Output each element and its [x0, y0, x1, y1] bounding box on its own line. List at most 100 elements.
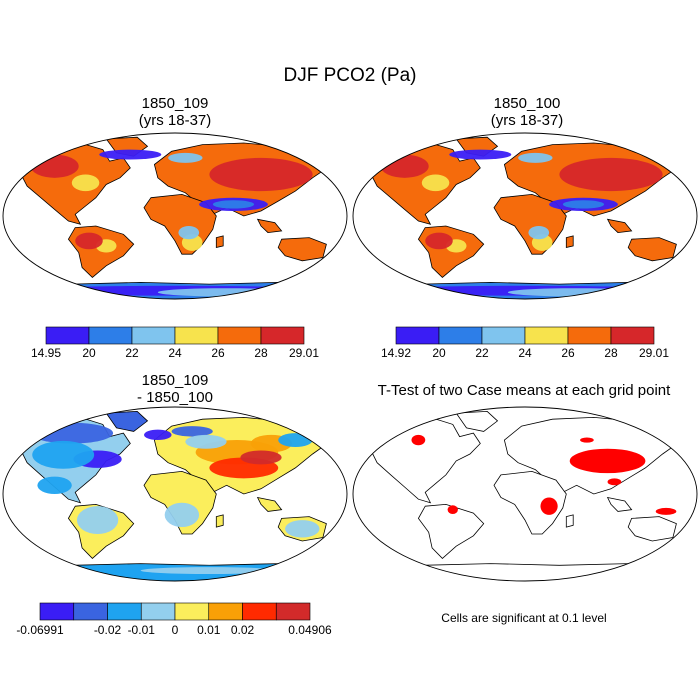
land-seasia	[256, 496, 283, 512]
field-patch	[212, 200, 255, 209]
map-panel-1	[3, 133, 347, 299]
colorbar-label: 14.95	[31, 346, 61, 360]
field-patch	[425, 232, 453, 250]
field-patch	[37, 476, 72, 494]
field-patch	[76, 506, 119, 535]
field-patch	[171, 426, 213, 437]
significant-cell	[411, 434, 426, 446]
colorbar-swatch	[524, 326, 569, 345]
land-greenland	[455, 410, 499, 432]
colorbar-label: 22	[475, 346, 489, 360]
land-samerica	[417, 503, 485, 559]
colorbar-label: -0.02	[94, 623, 122, 637]
field-patch	[421, 174, 450, 192]
significant-cell	[540, 497, 558, 515]
significant-cell	[655, 507, 677, 515]
colorbar-label: -0.01	[128, 623, 156, 637]
map-border	[352, 406, 698, 582]
colorbar-swatch	[88, 326, 133, 345]
panel3-subtitle: - 1850_100	[137, 389, 213, 406]
field-patch	[528, 225, 550, 240]
map-border	[2, 132, 348, 300]
land-antarctica	[356, 563, 694, 581]
figure-title: DJF PCO2 (Pa)	[283, 65, 417, 86]
significant-cell	[447, 505, 458, 515]
map-border	[352, 132, 698, 300]
land-australia	[627, 237, 677, 262]
colorbar-label: 28	[254, 346, 268, 360]
colorbar-label: 29.01	[289, 346, 319, 360]
colorbar-swatch	[131, 326, 176, 345]
map-panel-4	[353, 407, 697, 581]
colorbar-swatch	[174, 602, 210, 621]
colorbar-swatch	[242, 602, 277, 621]
land-madagascar	[215, 235, 224, 249]
panel3-title: 1850_109	[141, 372, 209, 389]
field-patch	[140, 567, 279, 575]
colorbar-swatch	[45, 326, 90, 345]
colorbar-1: 14.95 20 22 24 26 28 29.01	[31, 326, 319, 360]
field-patch	[32, 440, 95, 469]
colorbar-label: 28	[604, 346, 618, 360]
field-patch	[278, 433, 313, 448]
land-madagascar	[565, 514, 574, 528]
panel2-title: 1850_100	[493, 95, 561, 112]
colorbar-swatch	[73, 602, 108, 621]
colorbar-swatch	[260, 326, 305, 345]
colorbar-label: 20	[432, 346, 446, 360]
colorbar-label: -0.06991	[16, 623, 64, 637]
colorbar-3: -0.06991 -0.02 -0.01 0 0.01 0.02 0.04906	[16, 602, 332, 637]
field-patch	[449, 149, 512, 160]
land-greenland	[105, 410, 149, 432]
panel4-title: T-Test of two Case means at each grid po…	[377, 382, 671, 399]
colorbar-swatch	[610, 326, 655, 345]
colorbar-swatch	[140, 602, 176, 621]
significant-cell	[358, 455, 366, 460]
significant-cell	[569, 448, 646, 474]
panel2-subtitle: (yrs 18-37)	[490, 112, 564, 129]
field-patch	[30, 422, 114, 444]
colorbar-label: 26	[211, 346, 225, 360]
map-panel-3	[3, 407, 347, 581]
land-africa	[493, 470, 567, 535]
field-patch	[285, 520, 320, 538]
colorbar-label: 26	[561, 346, 575, 360]
field-patch	[559, 157, 663, 192]
significant-cell	[607, 478, 622, 486]
land-seasia	[606, 218, 633, 234]
colorbar-swatch	[481, 326, 526, 345]
significant-cell	[580, 437, 594, 443]
field-patch	[178, 225, 200, 240]
land-seasia	[256, 218, 283, 234]
colorbar-swatch	[438, 326, 483, 345]
field-patch	[164, 502, 200, 528]
colorbar-label: 24	[518, 346, 532, 360]
colorbar-swatch	[208, 602, 243, 621]
map-border	[2, 406, 348, 582]
colorbar-label: 22	[125, 346, 139, 360]
panel4-note: Cells are significant at 0.1 level	[441, 611, 607, 625]
colorbar-2: 14.92 20 22 24 26 28 29.01	[381, 326, 669, 360]
colorbar-swatch	[39, 602, 75, 621]
colorbar-swatch	[217, 326, 262, 345]
colorbar-swatch	[275, 602, 311, 621]
land-seasia	[606, 496, 633, 512]
colorbar-label: 29.01	[639, 346, 669, 360]
field-patch	[71, 174, 100, 192]
field-patch	[75, 232, 103, 250]
colorbar-label: 20	[82, 346, 96, 360]
map-panel-2	[353, 133, 697, 299]
colorbar-swatch	[395, 326, 440, 345]
field-patch	[168, 152, 203, 163]
field-patch	[99, 149, 162, 160]
colorbar-swatch	[107, 602, 142, 621]
colorbar-label: 0.01	[197, 623, 221, 637]
land-australia	[627, 516, 677, 542]
colorbar-swatch	[567, 326, 612, 345]
land-australia	[277, 237, 327, 262]
field-patch	[240, 450, 282, 465]
panel1-title: 1850_109	[141, 95, 209, 112]
colorbar-label: 14.92	[381, 346, 411, 360]
colorbar-label: 24	[168, 346, 182, 360]
